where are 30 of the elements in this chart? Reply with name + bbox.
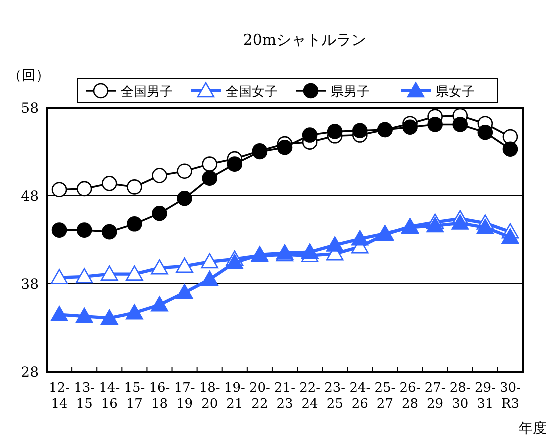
y-tick-label: 38 [21,277,39,293]
x-tick-label: 17- 19 [174,381,196,412]
x-tick-label: 24- 26 [350,381,371,412]
x-tick-label: 12- 14 [49,381,70,412]
x-tick-label: 15- 17 [124,381,146,412]
x-axis-title: 年度 [519,421,547,437]
y-axis-title: （回） [8,68,50,84]
x-tick-label: 26- 28 [400,381,421,412]
legend-label: 県男子 [331,85,370,100]
x-tick-label: 23- 25 [324,381,346,412]
x-tick-label: 13- 15 [74,381,96,412]
legend-label: 全国男子 [121,85,173,100]
x-tick-label: 22- 24 [300,381,321,412]
chart-title: 20mシャトルラン [243,31,367,49]
x-tick-label: 29- 31 [474,381,496,412]
x-tick-label: 25- 27 [374,381,396,412]
x-tick-label: 28- 30 [450,381,471,412]
y-tick-label: 48 [21,189,39,205]
x-tick-label: 21- 23 [274,381,296,412]
x-tick-label: 19- 21 [224,381,246,412]
y-tick-label: 28 [21,365,39,381]
legend-label: 県女子 [436,85,475,100]
legend-label: 全国女子 [226,85,278,100]
x-tick-label: 27- 29 [424,381,446,412]
x-tick-label: 20- 22 [249,381,270,412]
x-tick-label: 14- 16 [99,381,120,412]
x-tick-label: 30- R3 [500,381,521,412]
x-tick-label: 16- 18 [149,381,170,412]
x-tick-label: 18- 20 [199,381,220,412]
y-tick-label: 58 [21,101,39,117]
